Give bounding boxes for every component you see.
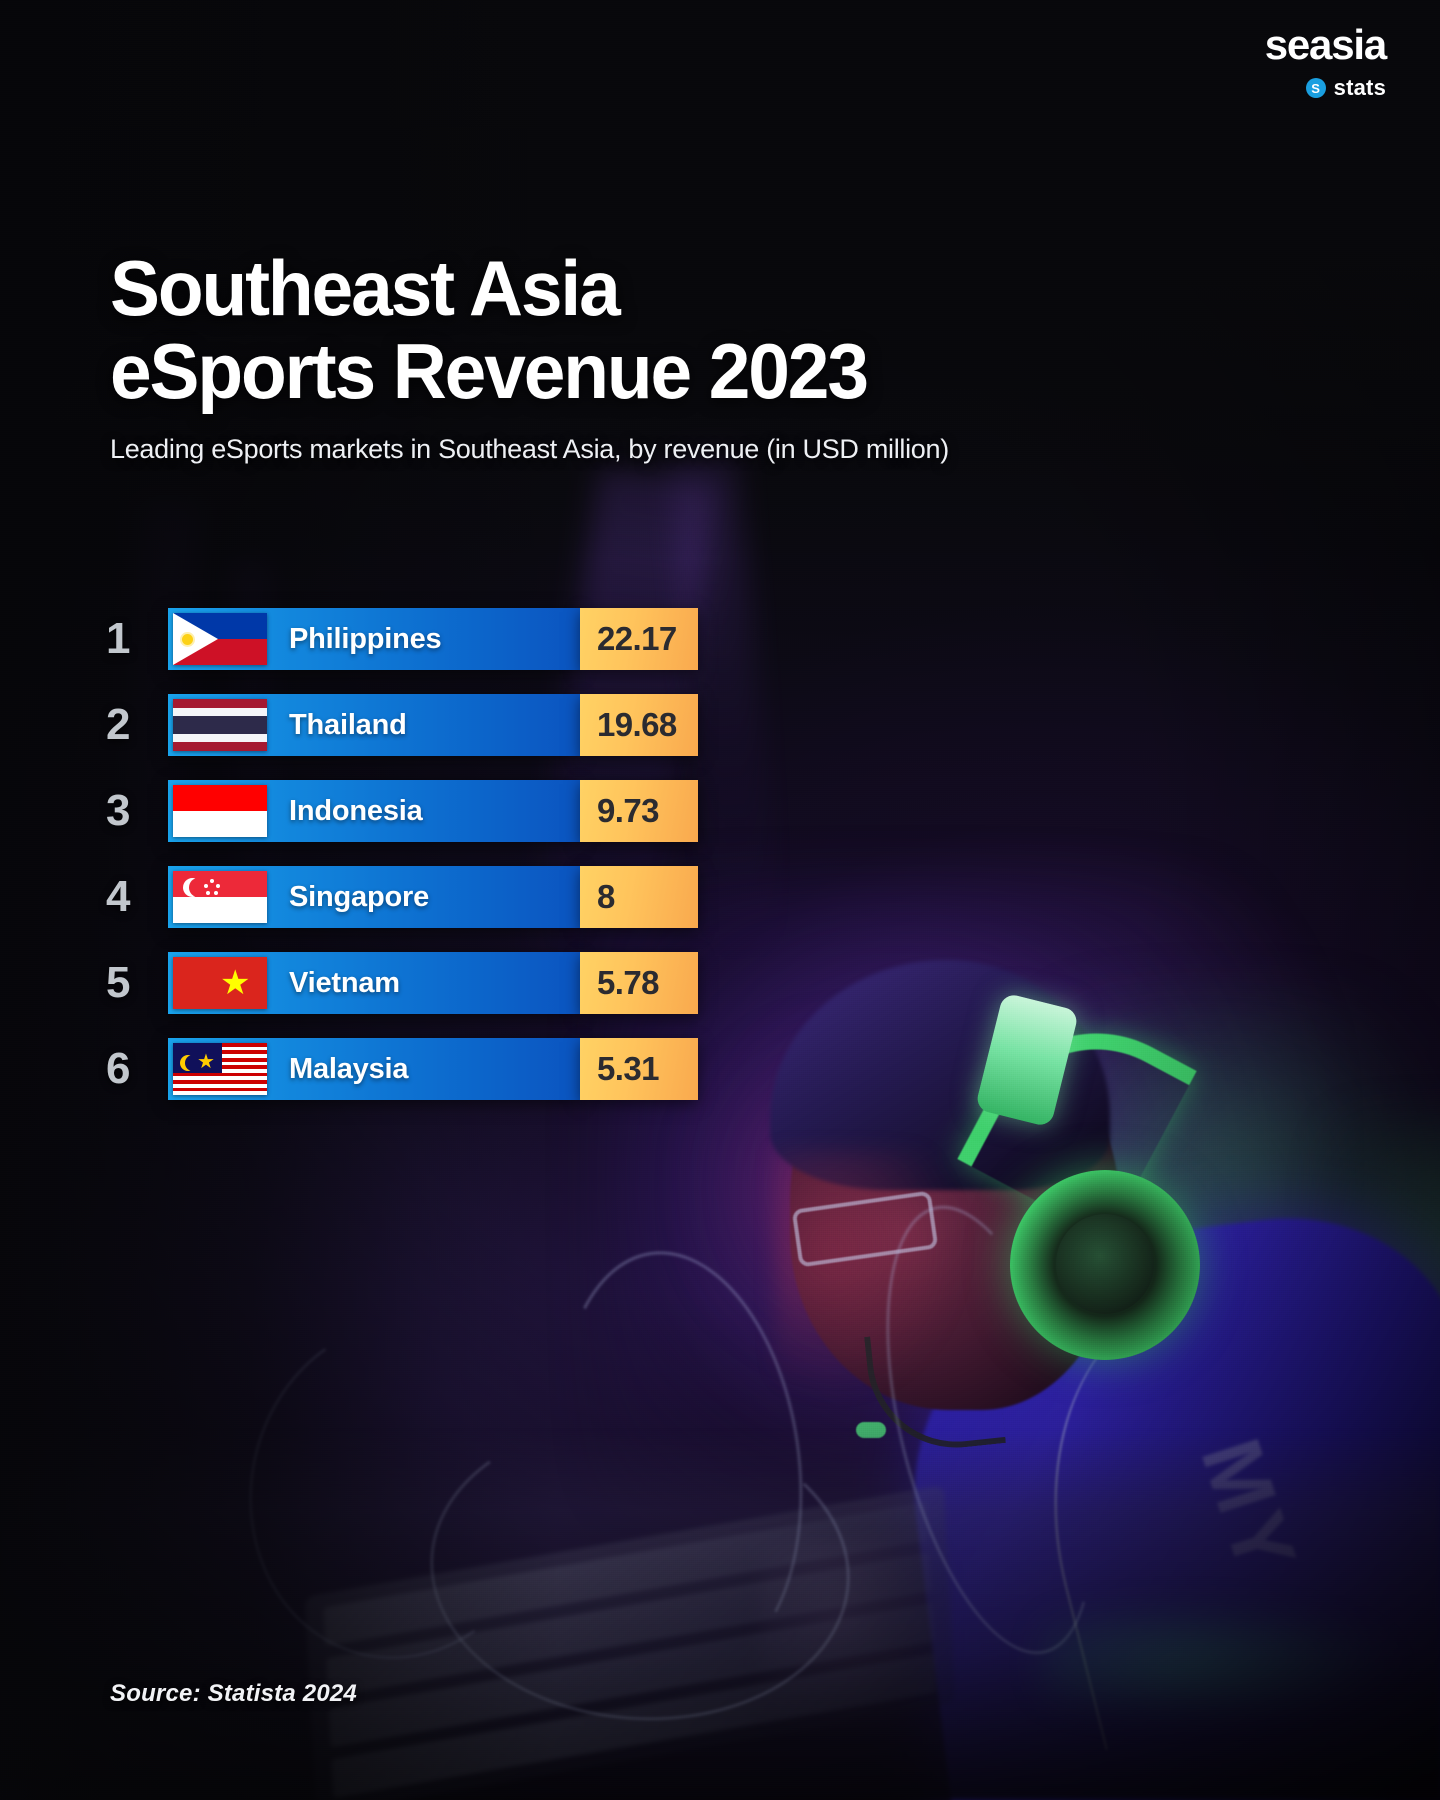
value-label: 22.17: [580, 608, 698, 670]
title-block: Southeast Asia eSports Revenue 2023 Lead…: [110, 244, 1230, 465]
rank-number: 6: [106, 1044, 131, 1093]
table-row[interactable]: 6 ★ Malaysia 5.31: [106, 1038, 766, 1100]
country-label: Thailand: [289, 708, 407, 741]
ranking-chart: 1 Philippines 22.17 2 Thailand: [106, 608, 766, 1124]
rank-number: 1: [106, 614, 131, 663]
country-label: Vietnam: [289, 966, 400, 999]
country-label: Singapore: [289, 880, 429, 913]
value-label: 5.78: [580, 952, 698, 1014]
country-bar: ★ Malaysia: [168, 1038, 580, 1100]
country-bar: Indonesia: [168, 780, 580, 842]
table-row[interactable]: 2 Thailand 19.68: [106, 694, 766, 756]
brand-sub: stats: [1333, 75, 1386, 100]
table-row[interactable]: 5 ★ Vietnam 5.78: [106, 952, 766, 1014]
malaysia-flag: ★: [173, 1043, 267, 1095]
vietnam-flag: ★: [173, 957, 267, 1009]
singapore-flag: [173, 871, 267, 923]
philippines-flag: [173, 613, 267, 665]
rank-number: 4: [106, 872, 131, 921]
country-label: Indonesia: [289, 794, 423, 827]
page-subtitle: Leading eSports markets in Southeast Asi…: [110, 434, 949, 465]
country-bar: Philippines: [168, 608, 580, 670]
country-label: Malaysia: [289, 1052, 409, 1085]
country-label: Philippines: [289, 622, 442, 655]
brand-sub-row: stats: [1265, 75, 1386, 101]
page-title-line-1: Southeast Asia: [110, 244, 621, 332]
indonesia-flag: [173, 785, 267, 837]
source-note: Source: Statista 2024: [110, 1680, 357, 1707]
value-label: 8: [580, 866, 698, 928]
value-label: 9.73: [580, 780, 698, 842]
brand-logo[interactable]: seasia stats: [1264, 21, 1387, 101]
rank-number: 2: [106, 700, 131, 749]
table-row[interactable]: 1 Philippines 22.17: [106, 608, 766, 670]
brand-name: seasia: [1264, 21, 1387, 68]
seasia-globe-icon: [1305, 78, 1326, 98]
value-label: 5.31: [580, 1038, 698, 1100]
table-row[interactable]: 3 Indonesia 9.73: [106, 780, 766, 842]
rank-number: 5: [106, 958, 131, 1007]
page-title-line-2: eSports Revenue 2023: [110, 327, 869, 416]
rank-number: 3: [106, 786, 131, 835]
table-row[interactable]: 4 Singapore 8: [106, 866, 766, 928]
country-bar: ★ Vietnam: [168, 952, 580, 1014]
country-bar: Singapore: [168, 866, 580, 928]
country-bar: Thailand: [168, 694, 580, 756]
thailand-flag: [173, 699, 267, 751]
value-label: 19.68: [580, 694, 698, 756]
